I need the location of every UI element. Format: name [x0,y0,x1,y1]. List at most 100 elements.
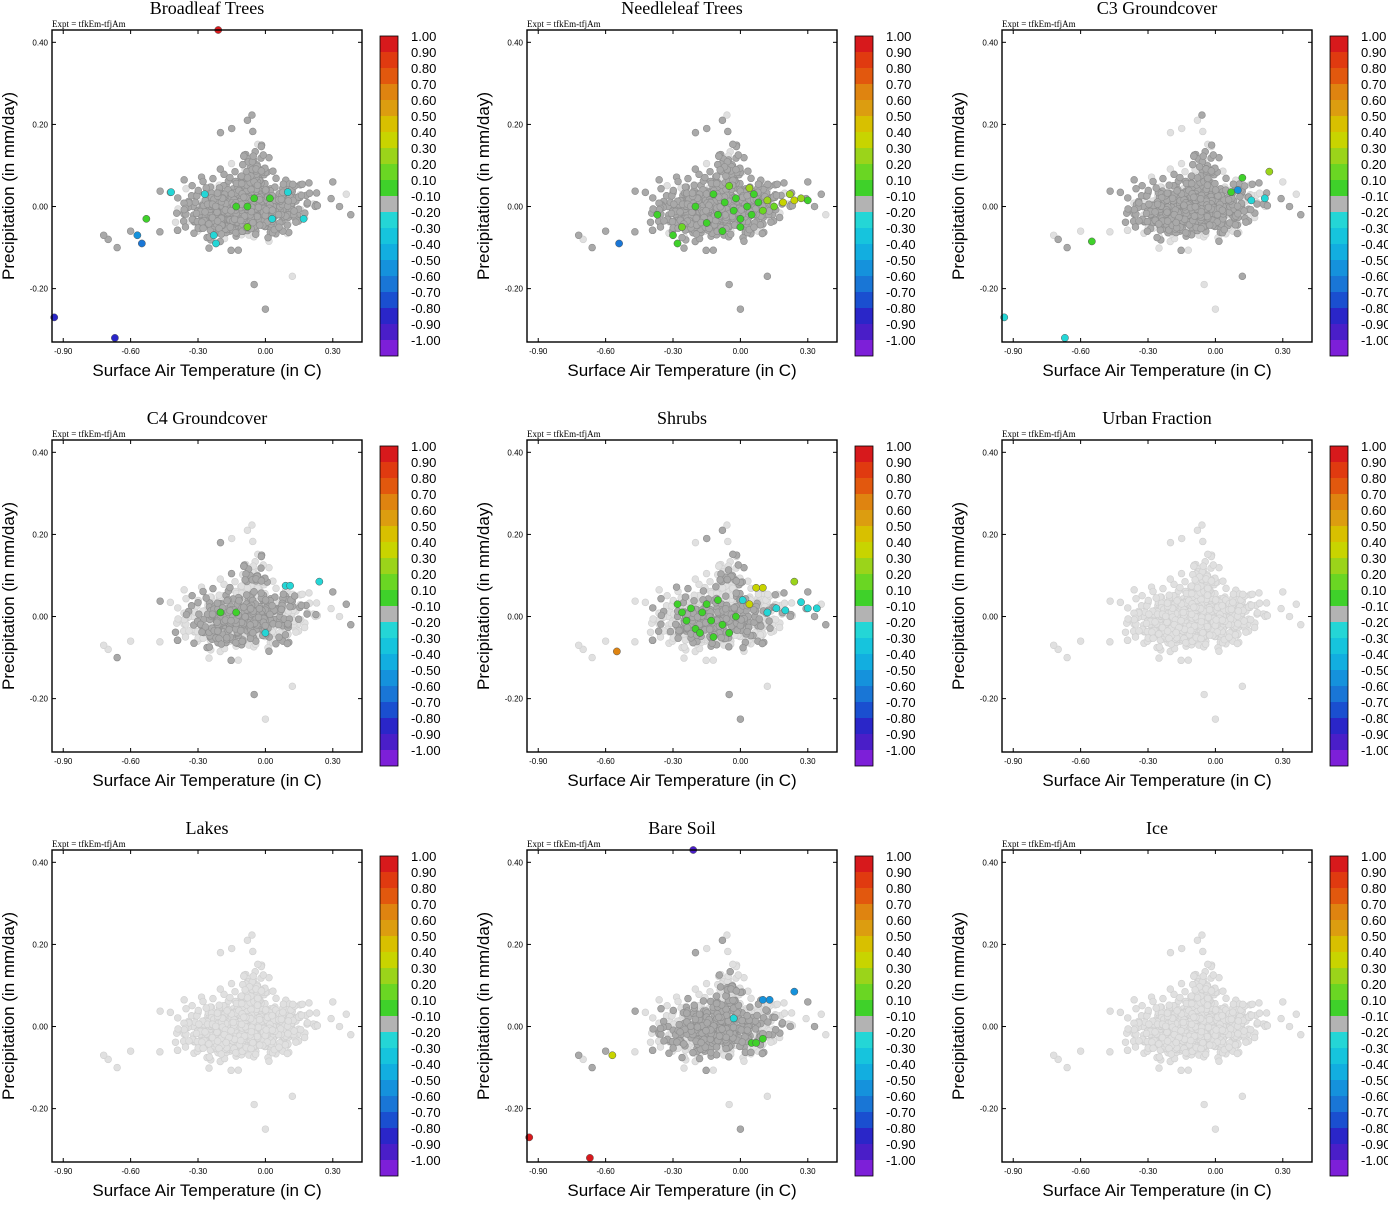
colorbar-segment [380,308,398,324]
scatter-point [729,141,736,148]
scatter-point [156,228,163,235]
highlight-point [269,215,276,222]
colorbar-segment [380,324,398,340]
scatter-point [249,128,256,135]
scatter-point [757,221,764,228]
colorbar-label: 0.60 [411,93,436,108]
scatter-point [251,281,258,288]
scatter-point [1136,199,1143,206]
scatter-point [1185,247,1192,254]
scatter-point [715,153,722,160]
scatter-point [232,168,239,175]
scatter-point [228,190,235,197]
scatter-point [183,185,190,192]
scatter-point [114,244,121,251]
colorbar-segment [855,36,873,52]
scatter-point [199,219,206,226]
colorbar-label: -0.90 [886,317,916,332]
colorbar-segment [380,148,398,164]
scatter-point [1077,228,1084,235]
colorbar-label: -0.80 [411,301,441,316]
scatter-point [767,219,774,226]
scatter-point [682,184,689,191]
scatter-point [314,202,321,209]
scatter-point [336,203,343,210]
y-tick-label: 0.20 [32,120,48,129]
colorbar-label: -0.30 [886,221,916,236]
colorbar-segment [380,340,398,356]
scatter-point [668,210,675,217]
colorbar-label: 0.20 [411,157,436,172]
scatter-point [232,229,239,236]
scatter-point [210,175,217,182]
highlight-point [786,191,793,198]
scatter-point [273,175,280,182]
colorbar-label: -0.70 [411,285,441,300]
scatter-point [347,211,354,218]
scatter-point [1160,175,1167,182]
scatter-point [212,203,219,210]
y-axis-label: Precipitation (in mm/day) [474,92,493,280]
y-tick-label: 0.20 [507,120,523,129]
highlight-point [791,197,798,204]
highlight-point [233,203,240,210]
y-axis-label: Precipitation (in mm/day) [0,92,18,280]
colorbar-segment [855,84,873,100]
scatter-point [589,244,596,251]
highlight-point [266,195,273,202]
colorbar-label: -0.10 [411,189,441,204]
colorbar-label: -0.50 [886,253,916,268]
scatter-point [270,168,277,175]
colorbar: 1.000.900.800.700.600.500.400.300.200.10… [855,29,916,356]
scatter-point [664,182,671,189]
scatter-point [217,166,224,173]
scatter-point [250,153,257,160]
highlight-point [692,203,699,210]
scatter-point [172,219,179,226]
scatter-point [1106,228,1113,235]
colorbar-segment [380,68,398,84]
colorbar-segment [855,148,873,164]
colorbar-label: 0.10 [411,173,436,188]
scatter-point [258,143,265,150]
highlight-point [669,232,676,239]
scatter-point [703,160,710,167]
scatter-point [127,228,134,235]
scatter-point [1256,190,1263,197]
highlight-point [654,211,661,218]
scatter-point [724,128,731,135]
scatter-point [707,168,714,175]
colorbar-segment [380,292,398,308]
scatter-point [235,247,242,254]
scatter-point [735,152,742,159]
scatter-point [203,185,210,192]
colorbar-label: 0.90 [886,45,911,60]
colorbar-label: -0.30 [411,221,441,236]
colorbar-segment [380,276,398,292]
scatter-point [689,190,696,197]
x-tick-label: -0.30 [664,347,683,356]
experiment-label: Expt = tfkEm-tfjAm [52,19,126,29]
colorbar-label: -1.00 [886,333,916,348]
colorbar-segment [855,180,873,196]
scatter-point [685,175,692,182]
scatter-point [726,281,733,288]
colorbar-label: -0.90 [411,317,441,332]
scatter-point [764,273,771,280]
colorbar-segment [380,116,398,132]
colorbar-label: 0.80 [411,61,436,76]
scatter-point [776,214,783,221]
scatter-point [254,213,261,220]
highlight-point [703,219,710,226]
colorbar-label: 0.90 [411,45,436,60]
highlight-point [726,182,733,189]
colorbar-segment [380,228,398,244]
scatter-point [722,173,729,180]
scatter-point [669,218,676,225]
colorbar-label: -0.40 [886,237,916,252]
highlight-point [732,195,739,202]
scatter-point [157,188,164,195]
colorbar-segment [380,36,398,52]
